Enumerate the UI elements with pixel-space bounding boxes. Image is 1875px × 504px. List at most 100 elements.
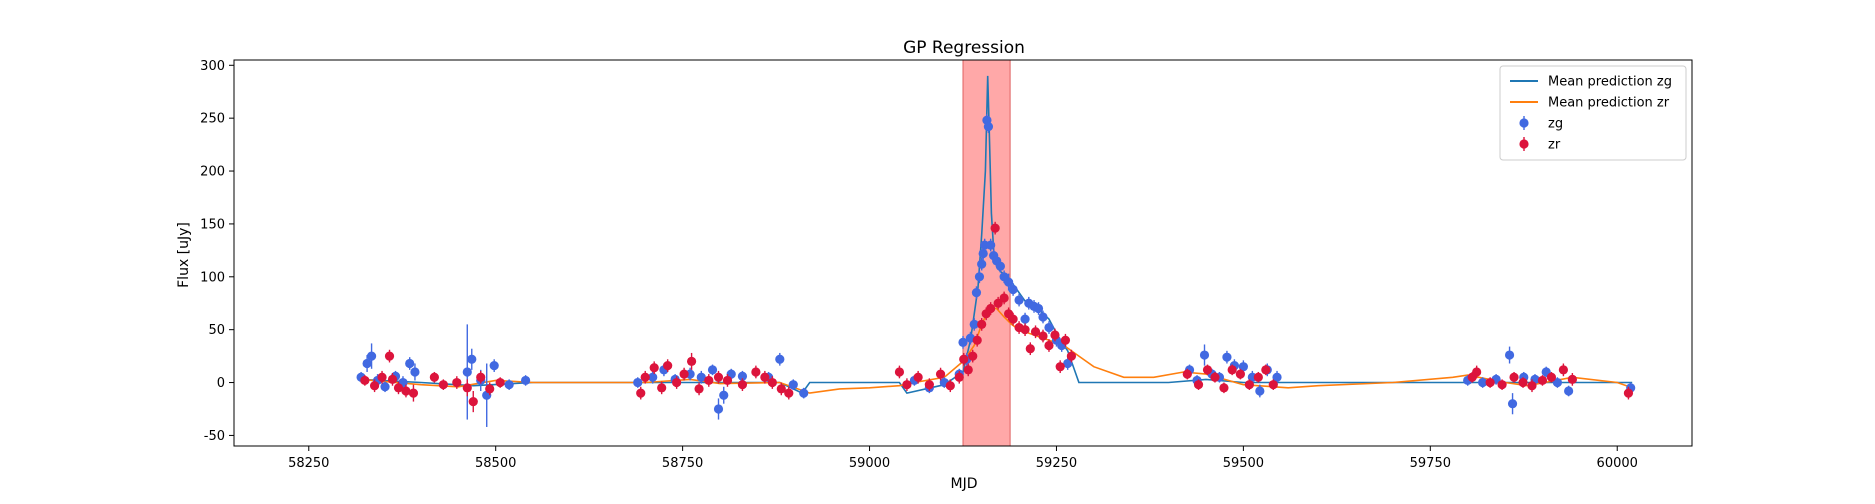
data-point-zg (405, 358, 415, 369)
data-point-zr (737, 380, 748, 390)
data-point-zr (776, 384, 786, 394)
data-point-zg (1020, 314, 1030, 324)
data-point-zg (969, 319, 979, 329)
data-point-zr (959, 354, 969, 364)
x-tick-label: 59500 (1223, 456, 1264, 471)
legend-entry: zr (1519, 137, 1561, 153)
y-tick-label: 0 (217, 376, 225, 391)
x-tick-label: 58500 (475, 456, 516, 471)
data-point-zr (672, 377, 682, 388)
series-zr (360, 221, 1634, 413)
data-point-zg (696, 372, 706, 382)
data-point-zg (1038, 312, 1048, 322)
data-point-zr (452, 377, 462, 388)
plot-frame (233, 59, 1693, 447)
data-point-zg (1564, 386, 1574, 396)
data-point-zg (366, 351, 377, 361)
data-point-zr (1261, 365, 1271, 375)
data-point-zr (1244, 380, 1254, 390)
data-point-zg (707, 365, 718, 375)
x-tick-label: 59000 (849, 456, 890, 471)
data-point-zr (1227, 365, 1237, 375)
data-point-zg (1478, 377, 1488, 388)
data-point-zg (1222, 352, 1232, 362)
data-point-zr (1558, 365, 1568, 375)
data-point-zr (704, 375, 714, 386)
data-point-zg (521, 375, 531, 386)
data-point-zg (799, 388, 809, 398)
data-point-zr (495, 377, 505, 388)
data-point-zr (1030, 327, 1041, 337)
data-point-zg (775, 354, 785, 364)
data-point-zg (1255, 386, 1265, 396)
data-point-zr (760, 372, 770, 382)
data-point-zg (1507, 399, 1518, 409)
data-point-zg (1014, 295, 1024, 305)
data-point-zg (737, 371, 748, 381)
y-tick-label: 100 (200, 270, 225, 285)
legend-box (1499, 65, 1687, 161)
mean-line-zr (361, 307, 1633, 394)
data-point-zg (719, 390, 729, 400)
data-point-zg (489, 361, 499, 371)
x-axis-label: MJD (951, 476, 978, 492)
data-point-zg (633, 377, 643, 388)
data-point-zr (913, 372, 923, 382)
data-point-zg (986, 240, 996, 250)
data-point-zr (999, 293, 1009, 303)
x-tick-label: 58250 (288, 456, 329, 471)
data-point-zg (362, 358, 372, 369)
y-tick-label: 300 (200, 59, 225, 74)
data-point-zr (894, 367, 905, 377)
data-point-zg (467, 354, 477, 364)
data-point-zr (767, 377, 777, 388)
data-point-zr (476, 372, 486, 382)
data-point-zr (954, 372, 964, 382)
data-point-zg (978, 248, 988, 259)
data-point-zr (1182, 369, 1192, 379)
legend-marker-swatch (1519, 118, 1529, 128)
legend-label: Mean prediction zr (1548, 96, 1670, 111)
data-point-zr (1623, 388, 1634, 398)
data-point-zr (1055, 362, 1065, 372)
data-point-zr (636, 388, 646, 398)
x-tick-label: 60000 (1597, 456, 1638, 471)
data-point-zg (1044, 322, 1054, 333)
data-point-zg (713, 404, 724, 414)
data-point-zr (1518, 377, 1528, 388)
data-point-zr (902, 380, 912, 390)
data-point-zr (722, 375, 733, 386)
data-point-zr (1235, 369, 1245, 379)
data-point-zr (1025, 344, 1035, 354)
data-point-zg (410, 367, 420, 377)
x-tick-label: 58750 (662, 456, 703, 471)
data-point-zr (993, 298, 1003, 308)
data-point-zr (640, 372, 650, 382)
data-point-zg (1199, 350, 1210, 360)
data-point-zr (408, 388, 419, 398)
data-point-zr (393, 383, 404, 393)
data-point-zr (649, 363, 659, 373)
data-point-zr (1546, 372, 1557, 382)
data-point-zg (1008, 284, 1018, 295)
data-point-zr (1472, 367, 1482, 377)
data-point-zr (1497, 380, 1507, 390)
data-point-zr (377, 372, 387, 382)
data-point-zr (1050, 330, 1060, 340)
data-point-zr (784, 388, 794, 398)
data-point-zg (977, 259, 987, 269)
legend-entry: Mean prediction zg (1510, 75, 1672, 90)
data-point-zr (1193, 380, 1204, 390)
y-axis-label: Flux [uJy] (176, 222, 192, 288)
data-point-zr (401, 386, 411, 396)
data-point-zr (713, 372, 724, 382)
legend-entry: zg (1519, 116, 1563, 132)
data-point-zr (387, 374, 398, 384)
data-point-zg (648, 372, 658, 382)
chart-title: GP Regression (903, 38, 1025, 58)
data-point-zr (429, 372, 439, 382)
data-point-zg (380, 382, 390, 392)
data-point-zr (986, 303, 996, 314)
data-point-zr (1060, 335, 1071, 345)
